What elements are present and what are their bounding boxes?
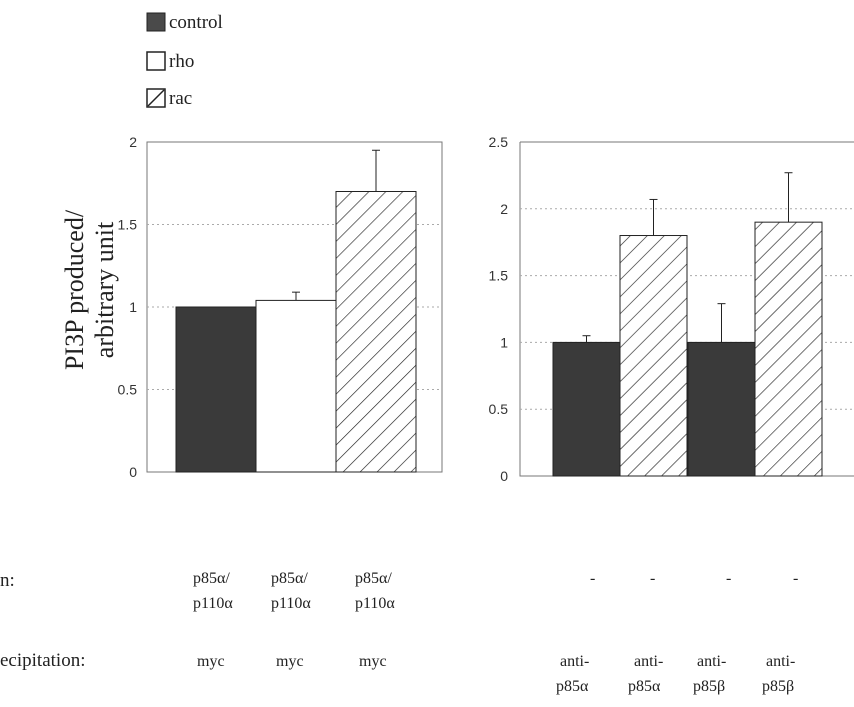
y-tick-label: 1.5 bbox=[118, 217, 138, 233]
legend-label-control: control bbox=[169, 12, 223, 33]
chart-right: 0 0.5 1 1.5 2 2.5 bbox=[489, 134, 854, 484]
y-tick-label: 0.5 bbox=[118, 382, 138, 398]
y-tick-label: 0 bbox=[129, 464, 137, 480]
y-tick-label: 1 bbox=[129, 299, 137, 315]
y-tick-label: 2 bbox=[500, 201, 508, 217]
cell-left-r1-c1-top: p85α/ bbox=[193, 570, 230, 587]
cell-right-r1-c2: - bbox=[650, 570, 655, 587]
y-tick-label: 0.5 bbox=[489, 401, 509, 417]
legend-label-rho: rho bbox=[169, 51, 194, 72]
y-ticks-left: 0 0.5 1 1.5 2 bbox=[118, 134, 138, 480]
right-row1-cells: - - - - bbox=[590, 570, 798, 587]
bars-left bbox=[175, 149, 417, 473]
row-label-n: n: bbox=[0, 570, 15, 591]
y-axis-label-line-1: PI3P produced/ bbox=[60, 209, 89, 370]
cell-right-r2-c3-top: anti- bbox=[697, 653, 726, 670]
legend-item-rho: rho bbox=[146, 51, 194, 72]
cell-left-r1-c3-bottom: p110α bbox=[355, 595, 395, 612]
cell-right-r2-c3-bottom: p85β bbox=[693, 678, 725, 695]
legend-item-control: control bbox=[146, 12, 223, 33]
y-ticks-right: 0 0.5 1 1.5 2 2.5 bbox=[489, 134, 509, 484]
left-row2-cells: myc myc myc bbox=[197, 653, 387, 670]
condition-table: n: ecipitation: p85α/ p110α p85α/ p110α … bbox=[0, 570, 798, 695]
cell-left-r2-c2: myc bbox=[276, 653, 304, 670]
legend: control rho rac bbox=[146, 12, 223, 109]
cell-right-r1-c4: - bbox=[793, 570, 798, 587]
cell-left-r1-c2-top: p85α/ bbox=[271, 570, 308, 587]
legend-item-rac: rac bbox=[146, 88, 192, 109]
cell-right-r2-c2-top: anti- bbox=[634, 653, 663, 670]
cell-left-r2-c1: myc bbox=[197, 653, 225, 670]
cell-right-r2-c1-top: anti- bbox=[560, 653, 589, 670]
cell-right-r2-c4-bottom: p85β bbox=[762, 678, 794, 695]
legend-swatch-rac-hatch bbox=[147, 89, 165, 107]
cell-left-r1-c2-bottom: p110α bbox=[271, 595, 311, 612]
cell-left-r1-c1-bottom: p110α bbox=[193, 595, 233, 612]
cell-right-r2-c4-top: anti- bbox=[766, 653, 795, 670]
y-tick-label: 2.5 bbox=[489, 134, 509, 150]
right-row2-cells: anti- p85α anti- p85α anti- p85β anti- p… bbox=[556, 653, 795, 695]
y-tick-label: 2 bbox=[129, 134, 137, 150]
y-tick-label: 1 bbox=[500, 334, 508, 350]
y-axis-label-line-2: arbitrary unit bbox=[90, 221, 119, 358]
legend-swatch-rho bbox=[146, 51, 166, 71]
y-tick-label: 1.5 bbox=[489, 268, 509, 284]
y-tick-label: 0 bbox=[500, 468, 508, 484]
cell-right-r2-c2-bottom: p85α bbox=[628, 678, 661, 695]
legend-swatch-control bbox=[146, 12, 166, 32]
bar-rac bbox=[619, 235, 688, 477]
bar-control bbox=[552, 341, 621, 477]
cell-right-r2-c1-bottom: p85α bbox=[556, 678, 589, 695]
cell-left-r1-c3-top: p85α/ bbox=[355, 570, 392, 587]
bar-control bbox=[175, 306, 257, 473]
row-label-precipitation: ecipitation: bbox=[0, 650, 85, 671]
bar-rac bbox=[754, 221, 823, 477]
y-axis-label: PI3P produced/ arbitrary unit bbox=[60, 209, 119, 370]
cell-left-r2-c3: myc bbox=[359, 653, 387, 670]
bar-control bbox=[687, 341, 756, 477]
bar-rho bbox=[255, 299, 337, 473]
cell-right-r1-c1: - bbox=[590, 570, 595, 587]
bar-rac bbox=[335, 191, 417, 473]
legend-label-rac: rac bbox=[169, 88, 192, 109]
cell-right-r1-c3: - bbox=[726, 570, 731, 587]
bars-right bbox=[552, 172, 823, 477]
left-row1-cells: p85α/ p110α p85α/ p110α p85α/ p110α bbox=[193, 570, 395, 612]
chart-left: 0 0.5 1 1.5 2 bbox=[118, 134, 443, 480]
